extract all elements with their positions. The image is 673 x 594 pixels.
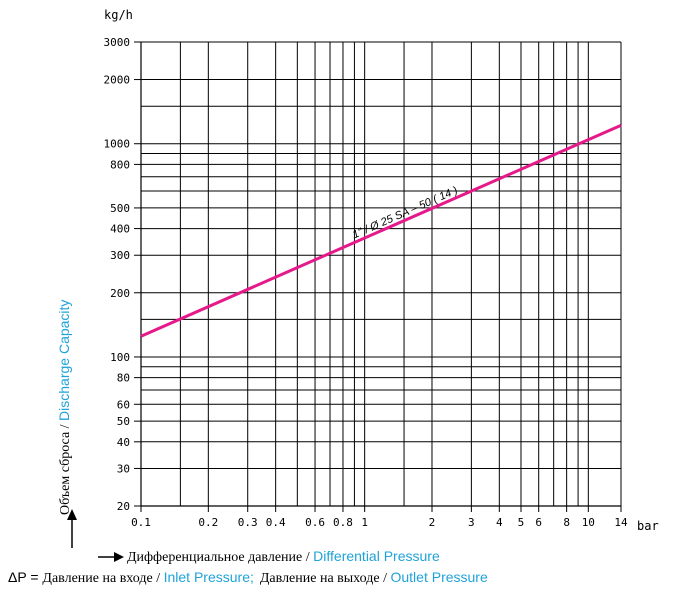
x-unit-label: bar (637, 519, 659, 533)
x-tick-label: 3 (468, 516, 475, 529)
x-tick-label: 1 (361, 516, 368, 529)
x-tick-label: 2 (429, 516, 436, 529)
y-tick-label: 50 (117, 415, 130, 428)
x-tick-label: 0.6 (305, 516, 325, 529)
y-tick-label: 500 (110, 202, 130, 215)
grid (141, 42, 621, 506)
y-axis-title: Объем сброса / Discharge Capacity (56, 300, 74, 515)
x-axis-title: Дифференциальное давление / Differential… (127, 548, 440, 566)
x-axis-title-en: Differential Pressure (313, 548, 440, 564)
y-tick-label: 200 (110, 287, 130, 300)
outlet-en: Outlet Pressure (390, 569, 488, 585)
y-tick-label: 40 (117, 436, 130, 449)
tick-labels: 2030405060801002003004005008001000200030… (104, 36, 628, 529)
x-tick-label: 8 (563, 516, 570, 529)
x-axis-title-ru: Дифференциальное давление / (127, 550, 314, 565)
x-tick-label: 10 (582, 516, 595, 529)
y-arrow-head (67, 509, 77, 520)
y-tick-label: 60 (117, 398, 130, 411)
y-tick-label: 20 (117, 500, 130, 513)
pressure-definition: ΔP = Давление на входе / Inlet Pressure;… (8, 569, 488, 587)
x-tick-label: 0.4 (266, 516, 286, 529)
y-tick-label: 3000 (104, 36, 131, 49)
series-layer: 1" / Ø 25 SA – 50 ( 14 ) (140, 123, 622, 338)
x-tick-label: 5 (518, 516, 525, 529)
axes (134, 41, 622, 512)
x-tick-label: 0.1 (131, 516, 151, 529)
y-tick-label: 100 (110, 351, 130, 364)
x-tick-label: 14 (614, 516, 628, 529)
y-tick-label: 400 (110, 223, 130, 236)
y-tick-label: 1000 (104, 138, 131, 151)
outlet-ru: Давление на выходе / (259, 571, 391, 586)
y-unit-label: kg/h (104, 8, 133, 22)
x-tick-label: 0.2 (198, 516, 218, 529)
series-line (140, 123, 622, 338)
y-tick-label: 80 (117, 372, 130, 385)
x-tick-label: 0.3 (238, 516, 258, 529)
x-arrow-head (114, 552, 124, 562)
x-tick-label: 0.8 (333, 516, 353, 529)
y-tick-label: 30 (117, 462, 130, 475)
x-tick-label: 4 (496, 516, 503, 529)
dp-prefix: ΔP = (8, 569, 43, 585)
y-axis-title-en: Discharge Capacity (56, 299, 72, 421)
y-axis-title-ru: Объем сброса / (58, 420, 73, 515)
y-tick-label: 2000 (104, 74, 131, 87)
inlet-ru: Давление на входе / (42, 571, 164, 586)
inlet-en: Inlet Pressure; (163, 569, 254, 585)
x-tick-label: 6 (535, 516, 542, 529)
y-tick-label: 300 (110, 249, 130, 262)
y-tick-label: 800 (110, 158, 130, 171)
series-label: 1" / Ø 25 SA – 50 ( 14 ) (351, 184, 460, 241)
